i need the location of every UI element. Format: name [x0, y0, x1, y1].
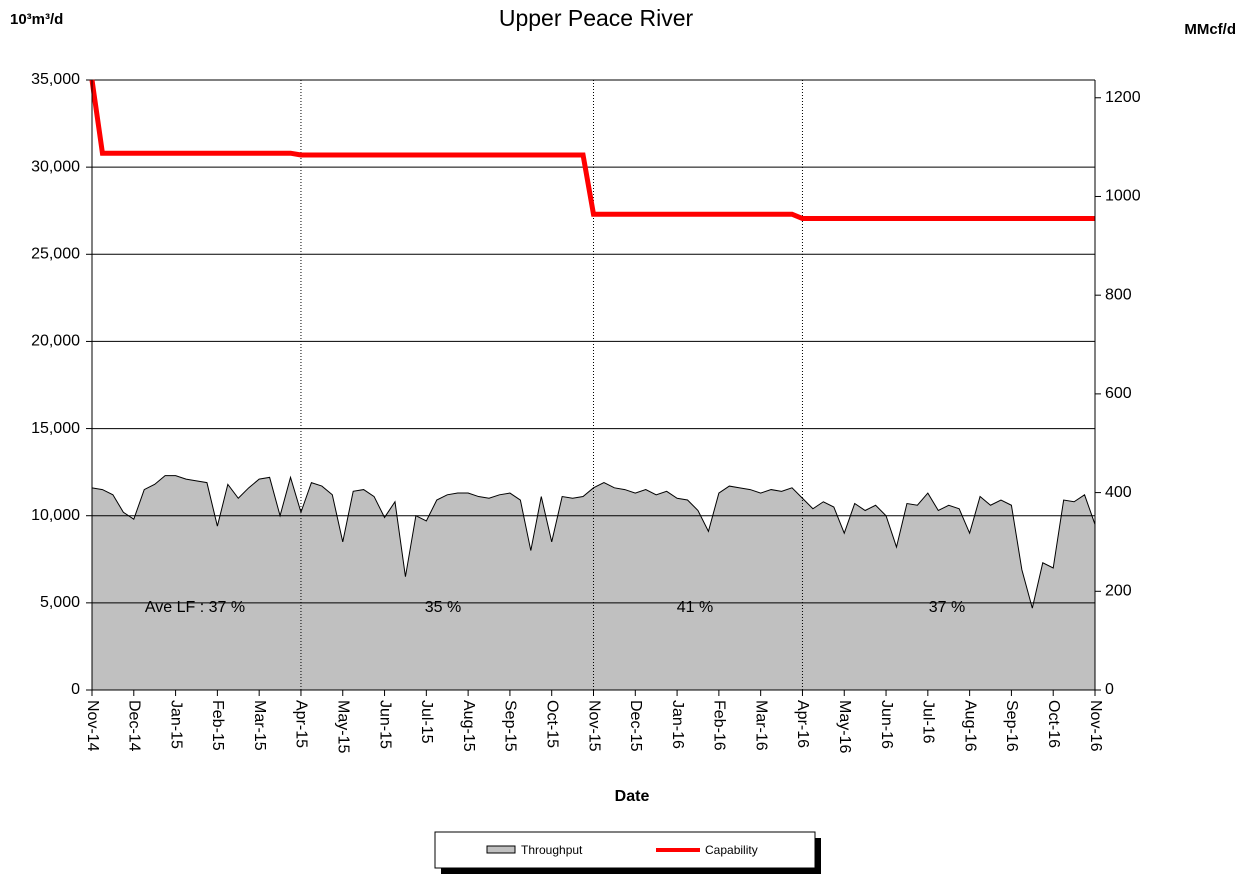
y2-tick-label: 800 — [1105, 286, 1132, 303]
x-tick-label: Oct-15 — [543, 700, 560, 748]
x-tick-label: Feb-15 — [209, 700, 226, 751]
y-tick-label: 35,000 — [31, 71, 80, 88]
y-tick-label: 30,000 — [31, 158, 80, 175]
annotation: 35 % — [425, 599, 461, 616]
annotation: Ave LF : 37 % — [145, 599, 245, 616]
legend-label: Capability — [705, 843, 758, 857]
y-tick-label: 20,000 — [31, 333, 80, 350]
x-tick-label: Aug-15 — [460, 700, 477, 752]
x-tick-label: Apr-16 — [794, 700, 811, 748]
y-tick-label: 5,000 — [40, 594, 80, 611]
y-tick-label: 10,000 — [31, 507, 80, 524]
x-tick-label: Nov-15 — [585, 700, 602, 752]
x-tick-label: Oct-16 — [1045, 700, 1062, 748]
capability-line — [89, 79, 1095, 222]
annotation: 37 % — [929, 599, 965, 616]
x-tick-label: Jul-15 — [418, 700, 435, 744]
y-tick-label: 25,000 — [31, 246, 80, 263]
x-tick-label: Jan-16 — [669, 700, 686, 749]
y2-tick-label: 1000 — [1105, 188, 1141, 205]
x-tick-label: Dec-15 — [627, 700, 644, 752]
x-tick-label: May-15 — [335, 700, 352, 753]
x-tick-label: Sep-16 — [1003, 700, 1020, 752]
x-tick-label: Sep-15 — [502, 700, 519, 752]
x-axis-label: Date — [615, 788, 650, 805]
x-tick-label: Nov-16 — [1087, 700, 1104, 752]
x-tick-label: Jan-15 — [167, 700, 184, 749]
x-tick-label: Dec-14 — [126, 700, 143, 752]
x-tick-label: Jun-16 — [878, 700, 895, 749]
y2-tick-label: 400 — [1105, 484, 1132, 501]
x-tick-label: Aug-16 — [961, 700, 978, 752]
legend-swatch — [486, 845, 516, 854]
y2-axis-label: MMcf/d — [1184, 21, 1236, 38]
legend-label: Throughput — [521, 843, 583, 857]
x-tick-label: Jun-15 — [376, 700, 393, 749]
throughput-line — [91, 475, 1096, 609]
y-axis-label: 10³m³/d — [10, 11, 63, 28]
chart-subtitle: Upper Peace River — [499, 5, 694, 31]
x-tick-label: Nov-14 — [84, 700, 101, 752]
y-tick-label: 15,000 — [31, 420, 80, 437]
y2-tick-label: 1200 — [1105, 89, 1141, 106]
x-tick-label: Apr-15 — [293, 700, 310, 748]
annotation: 41 % — [677, 599, 713, 616]
throughput-area — [92, 475, 1095, 690]
x-tick-label: Mar-15 — [251, 700, 268, 751]
x-tick-label: Jul-16 — [920, 700, 937, 744]
y2-tick-label: 200 — [1105, 583, 1132, 600]
y2-tick-label: 600 — [1105, 385, 1132, 402]
x-tick-label: May-16 — [836, 700, 853, 753]
y-tick-label: 0 — [71, 681, 80, 698]
y2-tick-label: 0 — [1105, 681, 1114, 698]
x-tick-label: Feb-16 — [711, 700, 728, 751]
x-tick-label: Mar-16 — [752, 700, 769, 751]
